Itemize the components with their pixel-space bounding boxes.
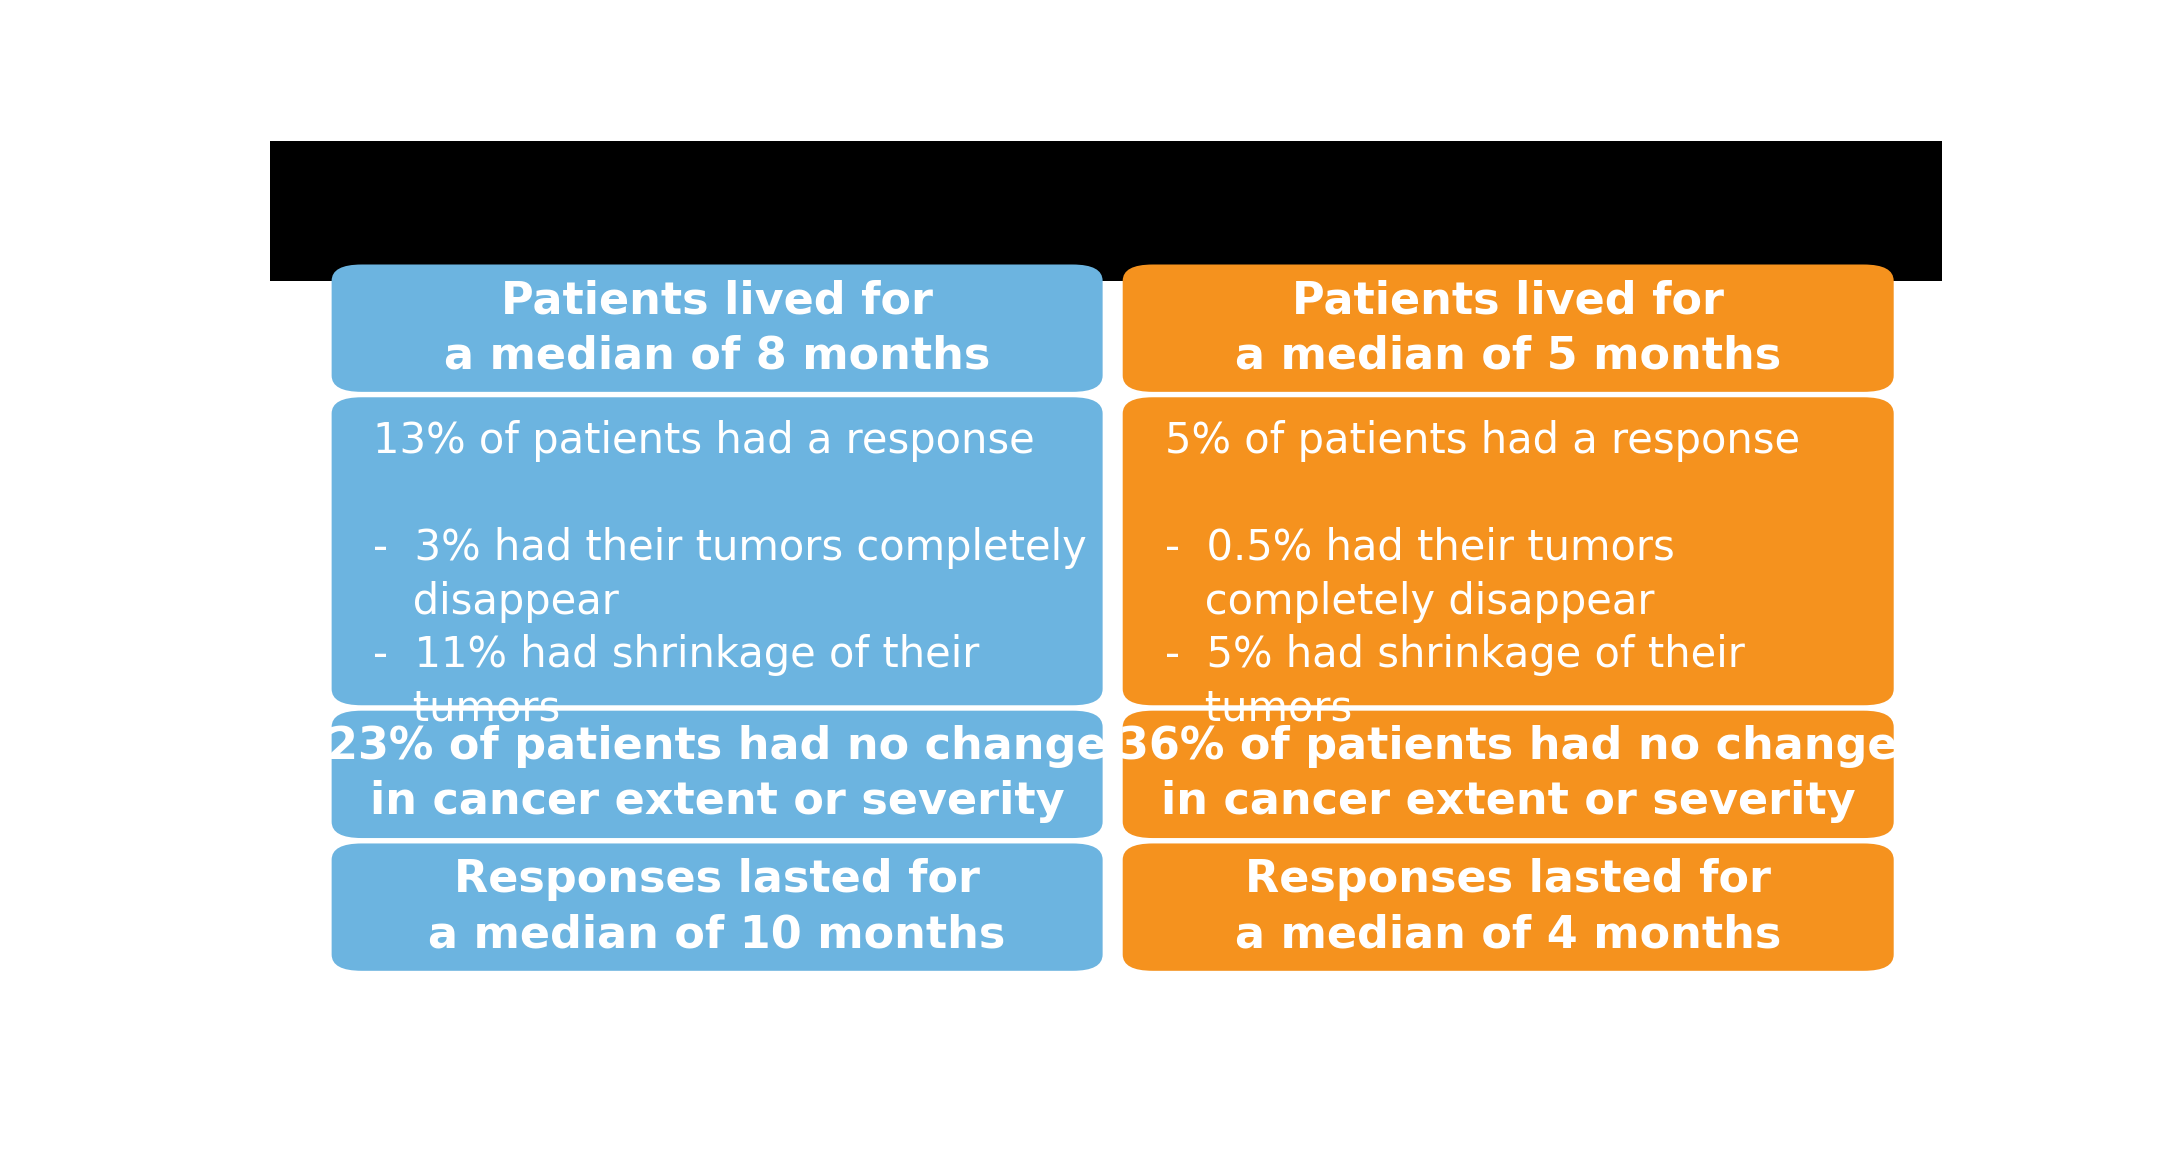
Text: 13% of patients had a response

-  3% had their tumors completely
   disappear
-: 13% of patients had a response - 3% had … bbox=[373, 420, 1088, 730]
FancyBboxPatch shape bbox=[332, 264, 1103, 392]
FancyBboxPatch shape bbox=[1122, 264, 1895, 392]
FancyBboxPatch shape bbox=[332, 843, 1103, 971]
FancyBboxPatch shape bbox=[332, 711, 1103, 838]
Text: Responses lasted for
a median of 4 months: Responses lasted for a median of 4 month… bbox=[1234, 859, 1780, 956]
Text: 23% of patients had no change
in cancer extent or severity: 23% of patients had no change in cancer … bbox=[328, 725, 1107, 823]
FancyBboxPatch shape bbox=[270, 141, 1942, 280]
FancyBboxPatch shape bbox=[1122, 398, 1895, 705]
FancyBboxPatch shape bbox=[1122, 711, 1895, 838]
FancyBboxPatch shape bbox=[1122, 843, 1895, 971]
Text: Patients lived for
a median of 5 months: Patients lived for a median of 5 months bbox=[1234, 279, 1780, 378]
FancyBboxPatch shape bbox=[332, 398, 1103, 705]
Text: 36% of patients had no change
in cancer extent or severity: 36% of patients had no change in cancer … bbox=[1118, 725, 1897, 823]
Text: Responses lasted for
a median of 10 months: Responses lasted for a median of 10 mont… bbox=[429, 859, 1006, 956]
Text: Patients lived for
a median of 8 months: Patients lived for a median of 8 months bbox=[445, 279, 991, 378]
Text: 5% of patients had a response

-  0.5% had their tumors
   completely disappear
: 5% of patients had a response - 0.5% had… bbox=[1165, 420, 1800, 730]
